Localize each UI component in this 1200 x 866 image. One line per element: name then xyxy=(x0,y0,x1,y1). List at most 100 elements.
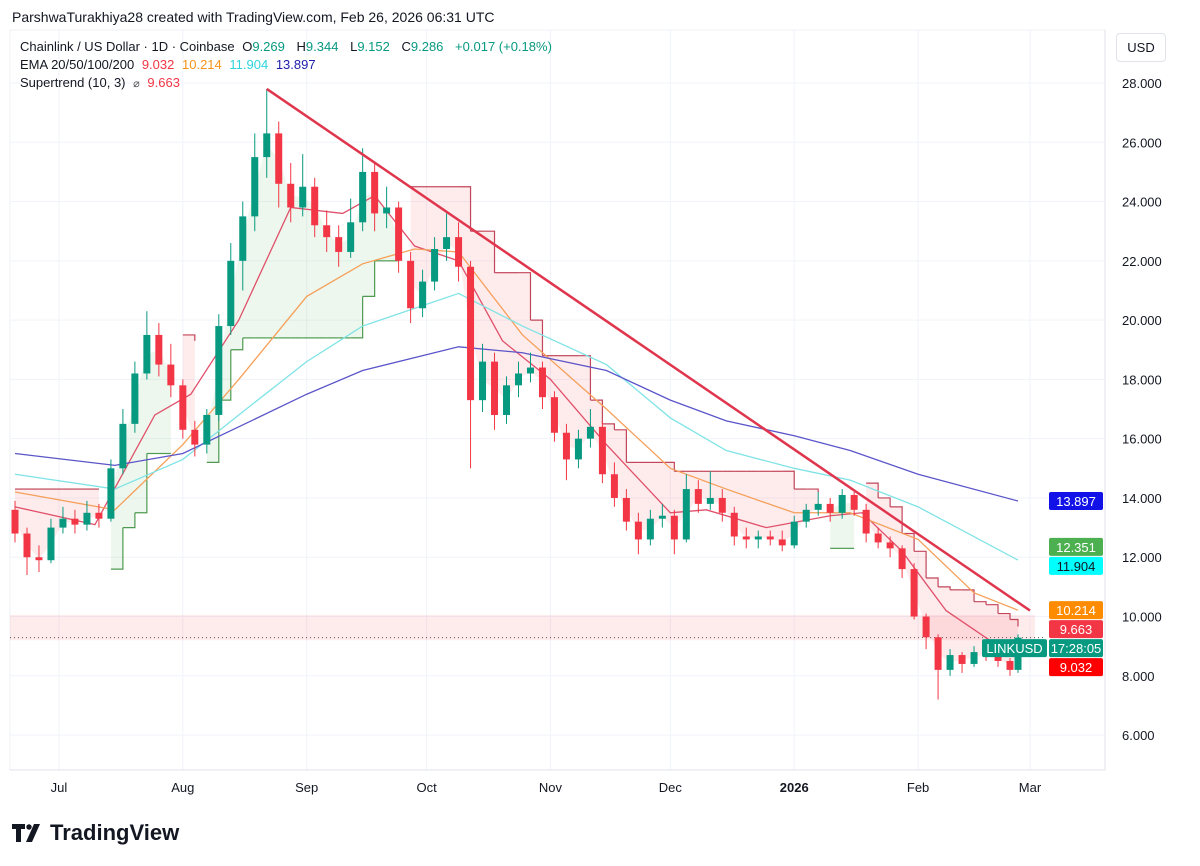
supertrend-down-line xyxy=(866,482,879,498)
candle-body xyxy=(682,489,690,540)
supertrend-down-fill xyxy=(554,355,567,447)
candle-body xyxy=(754,536,762,540)
symbol-tag-text: LINKUSD xyxy=(986,641,1042,656)
candle-body xyxy=(23,533,31,558)
candle xyxy=(11,500,19,543)
candle xyxy=(814,492,822,516)
candle-body xyxy=(850,494,858,510)
supertrend-down-line xyxy=(986,604,999,614)
close-label: C xyxy=(401,39,411,54)
supertrend-up-line xyxy=(362,260,376,298)
candle-body xyxy=(826,503,834,513)
candle xyxy=(467,260,475,469)
ohlc-open: O9.269 xyxy=(242,39,289,54)
candle-body xyxy=(239,216,247,261)
candle xyxy=(395,201,403,273)
candle-body xyxy=(874,533,882,543)
candle xyxy=(275,121,283,208)
candle xyxy=(83,500,91,531)
supertrend-down-fill xyxy=(650,462,663,530)
y-tick-label: 12.000 xyxy=(1122,550,1162,565)
candle xyxy=(407,251,415,324)
supertrend-down-fill xyxy=(566,355,579,450)
candle xyxy=(946,649,954,676)
symbol-row: Chainlink / US Dollar · 1D · Coinbase O9… xyxy=(20,38,556,56)
supertrend-down-fill xyxy=(62,489,75,524)
supertrend-down-line xyxy=(974,601,987,605)
price-label-text: 17:28:05 xyxy=(1051,641,1102,656)
candle xyxy=(35,545,43,573)
high-value: 9.344 xyxy=(305,39,339,54)
candle xyxy=(646,509,654,546)
supertrend-down-fill xyxy=(662,462,675,528)
supertrend-up-fill xyxy=(266,145,279,338)
tradingview-logo[interactable]: TradingView xyxy=(12,820,179,846)
candle-body xyxy=(323,225,331,238)
chart-legend: Chainlink / US Dollar · 1D · Coinbase O9… xyxy=(20,38,556,93)
supertrend-down-line xyxy=(926,577,939,587)
price-label-text: 13.897 xyxy=(1056,494,1096,509)
candle-body xyxy=(299,186,307,208)
candle xyxy=(514,361,522,398)
supertrend-down-fill xyxy=(86,489,99,519)
low-label: L xyxy=(350,39,358,54)
supertrend-down-line xyxy=(530,319,544,356)
candle xyxy=(526,352,534,383)
candle-body xyxy=(215,326,223,415)
candle-body xyxy=(634,521,642,540)
supertrend-down-fill xyxy=(950,589,963,663)
candle-body xyxy=(766,536,774,540)
x-tick-label: Dec xyxy=(659,780,683,795)
price-label-text: 9.663 xyxy=(1060,622,1093,637)
candle-body xyxy=(694,489,702,504)
y-tick-label: 22.000 xyxy=(1122,254,1162,269)
supertrend-up-fill xyxy=(146,349,159,454)
supertrend-down-fill xyxy=(518,272,531,380)
candle-body xyxy=(706,497,714,504)
candle-body xyxy=(311,186,319,226)
candle xyxy=(47,518,55,564)
candle xyxy=(179,379,187,439)
candle xyxy=(934,634,942,700)
supertrend-down-fill xyxy=(15,489,27,546)
candle-body xyxy=(802,509,810,522)
candle-body xyxy=(71,518,79,525)
supertrend-down-line xyxy=(602,423,616,430)
price-label: 17:28:05 LINKUSD xyxy=(982,639,1103,658)
candle xyxy=(586,409,594,448)
candle-body xyxy=(179,385,187,430)
candle xyxy=(862,503,870,543)
candle-body xyxy=(610,474,618,498)
candle xyxy=(335,225,343,267)
symbol-title[interactable]: Chainlink / US Dollar · 1D · Coinbase xyxy=(20,39,235,54)
candle xyxy=(742,527,750,549)
ema-label[interactable]: EMA 20/50/100/200 xyxy=(20,57,135,72)
open-value: 9.269 xyxy=(252,39,285,54)
candle-body xyxy=(455,237,463,267)
candle-body xyxy=(107,468,115,519)
candle xyxy=(826,497,834,522)
supertrend-down-line xyxy=(962,589,975,602)
candle-body xyxy=(335,237,343,252)
supertrend-band xyxy=(10,615,1035,641)
candle-body xyxy=(479,361,487,401)
candle xyxy=(155,323,163,377)
supertrend-label[interactable]: Supertrend (10, 3) xyxy=(20,75,126,90)
candle xyxy=(251,133,259,232)
y-tick-label: 14.000 xyxy=(1122,491,1162,506)
ema200-line xyxy=(14,346,1019,502)
x-tick-label: Mar xyxy=(1019,780,1042,795)
candle xyxy=(371,163,379,232)
candle xyxy=(131,361,139,433)
ohlc-high: H9.344 xyxy=(297,39,343,54)
currency-button[interactable]: USD xyxy=(1116,33,1166,62)
ohlc-close: C9.286 xyxy=(401,39,447,54)
candle xyxy=(359,148,367,232)
ema100-value: 11.904 xyxy=(229,57,269,72)
candle-body xyxy=(910,569,918,617)
candle xyxy=(922,613,930,650)
candle xyxy=(850,492,858,516)
x-tick-label: Feb xyxy=(907,780,929,795)
candle xyxy=(622,489,630,531)
